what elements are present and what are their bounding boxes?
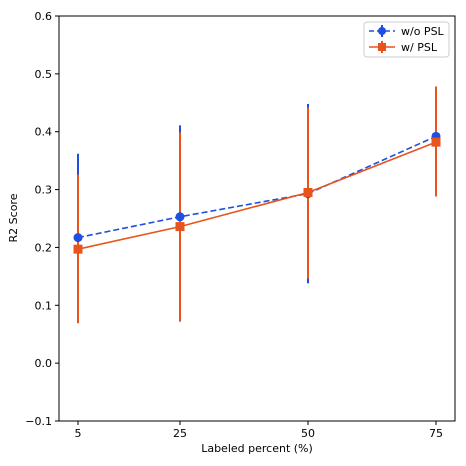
y-tick-label: 0.4 (35, 126, 53, 139)
data-point (431, 137, 441, 147)
data-point (73, 233, 83, 243)
y-axis-ticks: −0.1 0.0 0.1 0.2 0.3 0.4 0.5 0.6 (25, 10, 59, 428)
legend-label: w/ PSL (401, 41, 438, 54)
y-tick-label: 0.6 (35, 10, 53, 23)
legend-marker (378, 27, 386, 35)
plot-area (59, 16, 455, 421)
data-point (303, 187, 313, 197)
x-tick-label: 75 (429, 427, 443, 440)
legend: w/o PSL w/ PSL (363, 21, 450, 58)
series-markers (73, 131, 441, 254)
y-tick-label: 0.5 (35, 68, 53, 81)
data-point (73, 244, 83, 254)
x-axis-ticks: 5 25 50 75 (75, 421, 443, 440)
x-tick-label: 5 (75, 427, 82, 440)
y-tick-label: −0.1 (25, 415, 52, 428)
x-tick-label: 50 (301, 427, 315, 440)
data-point (175, 212, 185, 222)
series-line (77, 141, 437, 250)
y-tick-label: 0.2 (35, 241, 53, 254)
x-tick-label: 25 (173, 427, 187, 440)
series-lines (77, 135, 437, 250)
legend-label: w/o PSL (401, 25, 445, 38)
y-tick-label: 0.1 (35, 299, 53, 312)
plot-frame (58, 15, 456, 422)
y-tick-label: 0.3 (35, 184, 53, 197)
x-axis-label: Labeled percent (%) (201, 442, 313, 455)
y-axis-label: R2 Score (7, 193, 20, 242)
legend-marker (378, 43, 386, 51)
data-point (175, 222, 185, 232)
y-tick-label: 0.0 (35, 357, 53, 370)
